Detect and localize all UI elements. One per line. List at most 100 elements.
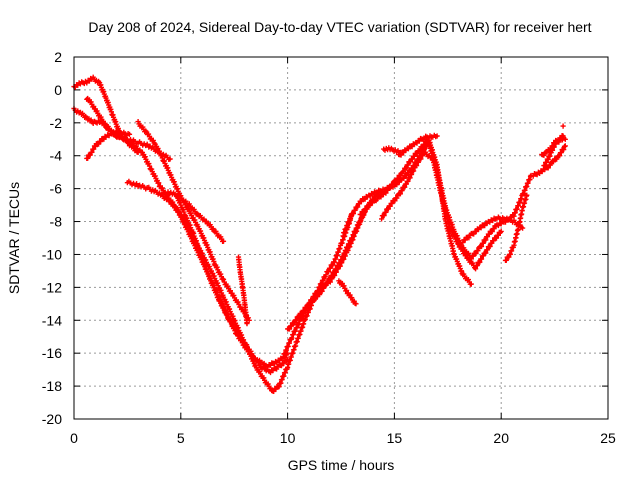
data-point <box>87 152 93 158</box>
data-point <box>417 147 423 153</box>
data-point <box>420 153 426 159</box>
data-point <box>301 307 307 313</box>
data-point <box>235 299 241 305</box>
data-point <box>327 276 333 282</box>
data-point <box>551 144 557 150</box>
data-point <box>188 210 194 216</box>
data-point <box>558 150 564 156</box>
y-tick-label: -16 <box>42 345 62 361</box>
data-point <box>486 231 492 237</box>
data-point <box>317 291 323 298</box>
data-series <box>165 189 291 376</box>
chart-title: Day 208 of 2024, Sidereal Day-to-day VTE… <box>88 19 591 35</box>
data-point <box>385 187 391 193</box>
data-point <box>543 159 550 165</box>
data-point <box>291 320 297 326</box>
data-point <box>332 269 338 275</box>
data-point <box>483 237 489 243</box>
data-point <box>549 147 556 153</box>
data-point <box>88 99 94 105</box>
data-series <box>381 145 404 156</box>
data-point <box>383 190 389 196</box>
data-series <box>336 278 359 307</box>
data-point <box>327 265 333 271</box>
data-point <box>319 288 325 294</box>
data-point <box>542 162 548 169</box>
data-point <box>285 357 291 363</box>
data-point <box>374 196 380 202</box>
data-point <box>493 235 500 241</box>
data-point <box>233 326 239 332</box>
data-point <box>350 210 356 217</box>
data-point <box>254 357 260 363</box>
data-point <box>369 200 375 206</box>
data-point <box>317 284 323 290</box>
data-point <box>329 272 335 279</box>
data-point <box>556 139 562 145</box>
data-point <box>422 141 428 147</box>
plot-frame <box>73 56 609 420</box>
data-point <box>474 263 480 269</box>
data-series <box>235 254 250 327</box>
data-series <box>530 143 568 179</box>
data-point <box>466 235 472 241</box>
data-point <box>321 285 327 291</box>
data-point <box>506 254 512 260</box>
data-point <box>557 153 563 159</box>
data-point <box>257 362 263 368</box>
data-point <box>478 243 485 249</box>
y-tick-label: -6 <box>50 181 63 197</box>
data-point <box>473 250 479 257</box>
y-axis-label: SDTVAR / TECUs <box>6 182 22 294</box>
data-point <box>238 332 244 339</box>
x-tick-label: 10 <box>280 430 296 446</box>
data-point <box>293 317 299 323</box>
data-point <box>220 277 227 283</box>
y-tick-label: -8 <box>50 214 63 230</box>
data-point <box>402 184 408 190</box>
x-tick-label: 5 <box>177 430 185 446</box>
data-point <box>394 195 400 201</box>
data-series <box>560 123 566 129</box>
data-point <box>231 292 237 298</box>
data-point <box>358 211 364 218</box>
data-point <box>383 209 389 215</box>
y-tick-label: -20 <box>42 411 62 427</box>
data-point <box>393 178 399 184</box>
y-tick-label: -10 <box>42 246 62 262</box>
data-point <box>489 228 495 235</box>
data-point <box>94 108 100 114</box>
data-point <box>89 149 95 155</box>
data-point <box>554 156 560 162</box>
data-point <box>326 268 332 275</box>
data-point <box>475 248 481 254</box>
data-point <box>381 212 387 219</box>
data-point <box>520 225 526 231</box>
data-point <box>388 185 394 191</box>
y-tick-label: -12 <box>42 279 62 295</box>
data-point <box>524 192 530 198</box>
data-point <box>482 223 488 229</box>
y-tick-label: 2 <box>54 49 62 65</box>
data-point <box>405 162 411 168</box>
y-tick-label: -18 <box>42 378 62 394</box>
data-series <box>541 135 568 169</box>
data-point <box>398 149 404 155</box>
data-point <box>355 204 361 210</box>
data-point <box>401 175 407 181</box>
data-point <box>562 143 568 149</box>
y-tick-label: -14 <box>42 312 62 328</box>
data-point <box>244 342 250 348</box>
data-point <box>399 188 405 194</box>
data-point <box>150 137 156 143</box>
data-point <box>144 141 150 147</box>
data-point <box>403 181 409 187</box>
data-point <box>167 156 173 162</box>
data-point <box>415 159 421 165</box>
data-point <box>168 172 174 178</box>
data-point <box>411 153 417 159</box>
data-point <box>225 283 231 289</box>
data-point <box>227 317 233 323</box>
